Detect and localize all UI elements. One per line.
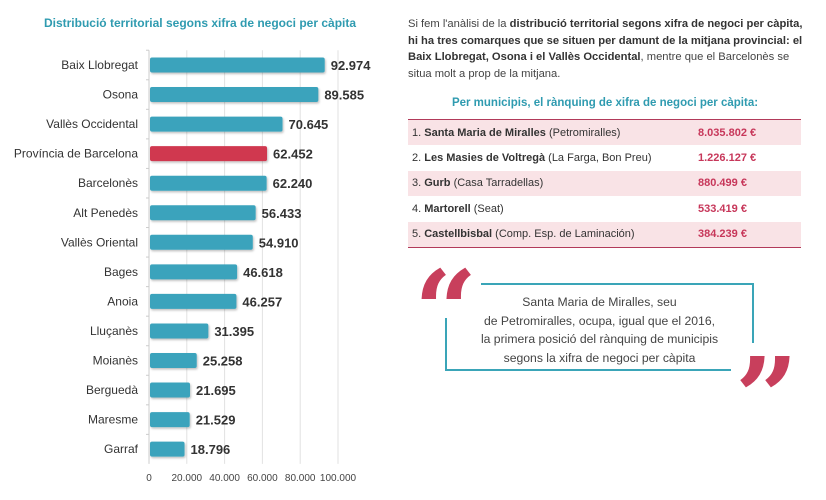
x-tick-label: 80.000	[285, 473, 316, 484]
category-label: Berguedà	[86, 383, 138, 397]
municipality-name: Santa Maria de Miralles	[424, 126, 546, 139]
close-quote-icon: ”	[731, 343, 803, 405]
municipality-cell: 1. Santa Maria de Miralles (Petromiralle…	[408, 127, 698, 139]
bar	[150, 264, 238, 280]
category-label: Vallès Oriental	[61, 235, 138, 249]
intro-text: , mentre que el Barcelonès se situa molt…	[408, 51, 790, 80]
ranking-table: 1. Santa Maria de Miralles (Petromiralle…	[408, 119, 801, 248]
municipality-cell: 3. Gurb (Casa Tarradellas)	[408, 177, 698, 189]
ranking-row: 1. Santa Maria de Miralles (Petromiralle…	[408, 120, 801, 146]
municipality-name: Les Masies de Voltregà	[424, 152, 546, 165]
revenue-per-capita-value: 1.226.127 €	[698, 152, 757, 165]
x-tick-label: 100.000	[320, 473, 357, 484]
category-label: Vallès Occidental	[46, 117, 138, 131]
category-label: Bages	[104, 265, 138, 279]
chart-category-labels: Baix Llobregat Osona Vallès Occidental Prov…	[14, 58, 139, 456]
category-label: Baix Llobregat	[61, 58, 138, 72]
municipality-name: Martorell	[424, 202, 471, 215]
quote-line: segons la xifra de negoci per càpita	[503, 350, 696, 365]
open-quote-icon: “	[410, 256, 482, 318]
value-label: 54.910	[259, 235, 299, 250]
bar	[150, 205, 256, 221]
company-note: (Petromiralles)	[545, 126, 621, 139]
quote-line: de Petromiralles, ocupa, igual que el 20…	[483, 313, 716, 328]
ranking-row: 2. Les Masies de Voltregà (La Farga, Bon…	[408, 145, 801, 170]
ranking-title: Per municipis, el rànquing de xifra de n…	[451, 97, 759, 109]
rank-number: 2.	[412, 152, 425, 165]
revenue-per-capita-value: 384.239 €	[698, 228, 747, 241]
intro-text: Si fem l'anàlisi de la	[408, 18, 510, 30]
revenue-per-capita-value: 8.035.802 €	[698, 126, 757, 139]
intro-bold-text: distribució territorial segons xifra de …	[408, 18, 803, 63]
municipality-cell: 4. Martorell (Seat)	[408, 203, 698, 215]
bar	[150, 293, 237, 309]
x-tick-label: 40.000	[209, 473, 240, 484]
ranking-row: 3. Gurb (Casa Tarradellas) 880.499 €	[408, 170, 801, 197]
value-label: 62.452	[273, 147, 313, 162]
value-label: 46.257	[242, 294, 282, 309]
rank-number: 1.	[412, 126, 425, 139]
value-label: 62.240	[273, 176, 313, 191]
bar	[150, 323, 209, 339]
bar	[150, 441, 185, 457]
value-label: 70.645	[289, 117, 329, 132]
category-label: Moianès	[93, 354, 138, 368]
rank-number: 4.	[412, 202, 425, 215]
value-label: 21.529	[196, 413, 236, 428]
value-label: 92.974	[331, 58, 372, 73]
bar	[150, 87, 319, 103]
company-note: (Casa Tarradellas)	[450, 177, 544, 190]
category-label: Anoia	[107, 294, 138, 308]
revenue-per-capita-value: 533.419 €	[698, 202, 747, 215]
x-tick-label: 20.000	[172, 473, 203, 484]
category-label: Lluçanès	[90, 324, 138, 338]
value-label: 25.258	[203, 354, 243, 369]
chart-title: Distribució territorial segons xifra de …	[43, 16, 357, 30]
category-label: Osona	[103, 88, 139, 102]
ranking-row: 4. Martorell (Seat) 533.419 €	[408, 196, 801, 221]
bar	[150, 382, 191, 398]
intro-paragraph: Si fem l'anàlisi de la distribució terri…	[408, 16, 808, 82]
value-label: 21.695	[196, 383, 236, 398]
chart-bars	[150, 57, 325, 457]
company-note: (Seat)	[470, 202, 504, 215]
category-label: Garraf	[104, 442, 139, 456]
municipality-name: Gurb	[424, 177, 451, 190]
chart-value-labels: 92.974 89.585 70.645 62.452 62.240 56.433 54.9…	[191, 58, 372, 457]
quote-line: Santa Maria de Miralles, seu	[522, 295, 677, 309]
category-label: Maresme	[88, 413, 138, 427]
company-note: (Comp. Esp. de Laminación)	[492, 228, 635, 241]
bar	[150, 146, 268, 162]
bar-chart: Baix Llobregat Osona Vallès Occidental Prov…	[14, 49, 372, 484]
bar	[150, 175, 267, 191]
chart-x-axis: 0 20.000 40.000 60.000 80.000 100.000	[146, 473, 356, 484]
quote-box	[445, 283, 754, 371]
value-label: 46.618	[243, 265, 283, 280]
bar	[150, 57, 325, 73]
municipality-cell: 5. Castellbisbal (Comp. Esp. de Laminaci…	[408, 228, 698, 240]
revenue-per-capita-value: 880.499 €	[698, 177, 747, 190]
rank-number: 5.	[412, 228, 425, 241]
quote-text: Santa Maria de Miralles, seu de Petromira…	[445, 293, 754, 367]
company-note: (La Farga, Bon Preu)	[545, 152, 652, 165]
municipality-cell: 2. Les Masies de Voltregà (La Farga, Bon…	[408, 152, 698, 164]
chart-gridlines	[146, 49, 339, 464]
value-label: 56.433	[262, 206, 302, 221]
category-label: Alt Penedès	[73, 206, 138, 220]
x-tick-label: 0	[146, 473, 152, 484]
rank-number: 3.	[412, 177, 425, 190]
bar	[150, 412, 190, 428]
value-label: 18.796	[191, 442, 231, 457]
municipality-name: Castellbisbal	[424, 228, 493, 241]
value-label: 89.585	[324, 88, 364, 103]
quote-line: la primera posició del rànquing de munic…	[480, 332, 719, 346]
bar	[150, 234, 253, 250]
ranking-row: 5. Castellbisbal (Comp. Esp. de Laminaci…	[408, 221, 801, 247]
category-label: Província de Barcelona	[14, 147, 138, 161]
bar	[150, 353, 197, 368]
category-label: Barcelonès	[78, 176, 138, 190]
value-label: 31.395	[214, 324, 254, 339]
x-tick-label: 60.000	[247, 473, 278, 484]
bar	[150, 116, 283, 132]
